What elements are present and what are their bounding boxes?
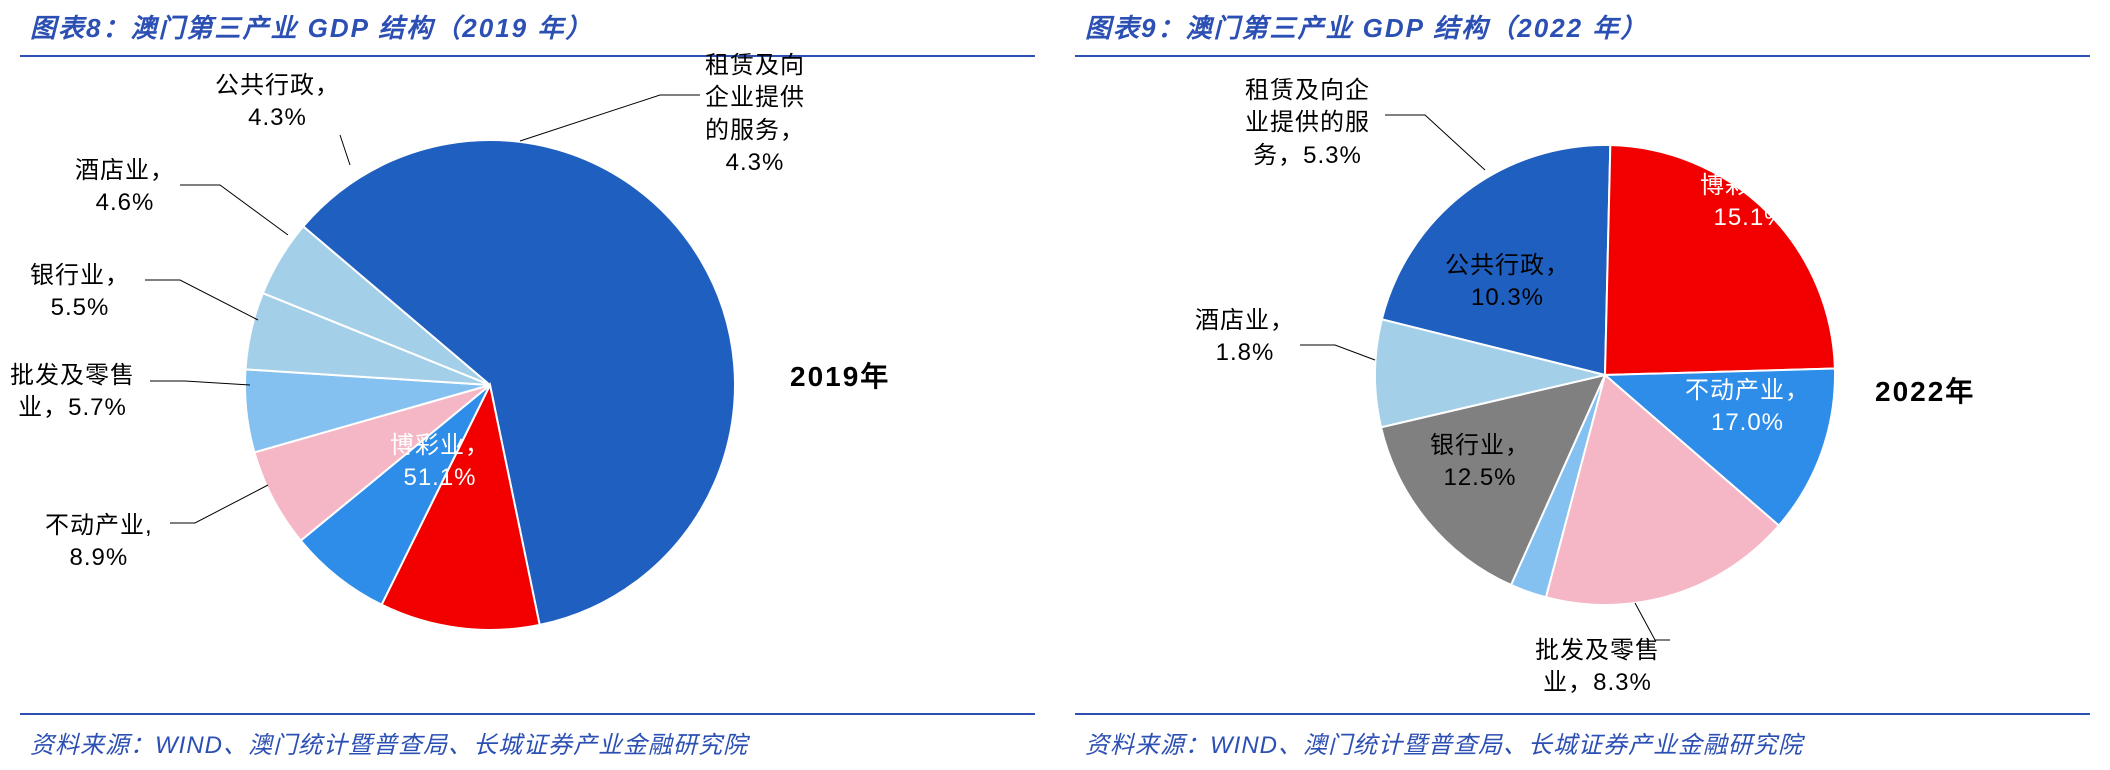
title-row-right: 图表9：澳门第三产业 GDP 结构（2022 年）	[1075, 0, 2090, 57]
slice-label: 银行业， 12.5%	[1430, 430, 1530, 495]
slice-label: 银行业， 5.5%	[30, 260, 130, 325]
year-label: 2019年	[790, 355, 890, 395]
chart-title-right: 图表9：澳门第三产业 GDP 结构（2022 年）	[1085, 13, 1648, 43]
slice-label: 批发及零售 业，5.7%	[10, 360, 135, 425]
leader-line	[340, 135, 350, 165]
slice-label: 公共行政， 4.3%	[215, 70, 340, 135]
slice-label: 批发及零售 业，8.3%	[1535, 635, 1660, 700]
slice-label: 租赁及向 企业提供 的服务， 4.3%	[705, 50, 805, 180]
chart-area-right: 博彩业， 15.1% 不动产业， 17.0% 批发及零售 业，8.3% 银行业， 12…	[1075, 55, 2090, 710]
panel-left: 图表8：澳门第三产业 GDP 结构（2019 年） 租赁及向 企业提供 的服务，…	[0, 0, 1055, 770]
slice-label: 酒店业， 1.8%	[1195, 305, 1295, 370]
panel-right: 图表9：澳门第三产业 GDP 结构（2022 年） 博彩业， 15.1% 不动产业…	[1055, 0, 2110, 770]
leader-line	[1385, 115, 1485, 170]
slice-label: 博彩业， 51.1%	[390, 430, 490, 495]
leader-line	[170, 485, 268, 523]
leader-line	[520, 95, 700, 141]
slice-label: 租赁及向企 业提供的服 务，5.3%	[1245, 75, 1370, 172]
slice-label: 博彩业， 15.1%	[1700, 170, 1800, 235]
chart-source-right: 资料来源：WIND、澳门统计暨普查局、长城证券产业金融研究院	[1085, 732, 1803, 759]
slice-label: 不动产业, 8.9%	[45, 510, 153, 575]
chart-area-left: 租赁及向 企业提供 的服务， 4.3%博彩业， 51.1%不动产业, 8.9%批…	[20, 55, 1035, 710]
source-row-left: 资料来源：WIND、澳门统计暨普查局、长城证券产业金融研究院	[20, 713, 1035, 760]
slice-label: 酒店业， 4.6%	[75, 155, 175, 220]
title-row-left: 图表8：澳门第三产业 GDP 结构（2019 年）	[20, 0, 1035, 57]
leader-line	[1300, 345, 1375, 360]
chart-title-left: 图表8：澳门第三产业 GDP 结构（2019 年）	[30, 13, 593, 43]
leader-line	[150, 381, 250, 385]
year-label: 2022年	[1875, 370, 1975, 410]
leader-line	[180, 185, 288, 235]
charts-container: 图表8：澳门第三产业 GDP 结构（2019 年） 租赁及向 企业提供 的服务，…	[0, 0, 2110, 770]
slice-label: 公共行政， 10.3%	[1445, 250, 1570, 315]
slice-label: 不动产业， 17.0%	[1685, 375, 1810, 440]
chart-source-left: 资料来源：WIND、澳门统计暨普查局、长城证券产业金融研究院	[30, 732, 748, 759]
source-row-right: 资料来源：WIND、澳门统计暨普查局、长城证券产业金融研究院	[1075, 713, 2090, 760]
leader-line	[145, 280, 258, 320]
